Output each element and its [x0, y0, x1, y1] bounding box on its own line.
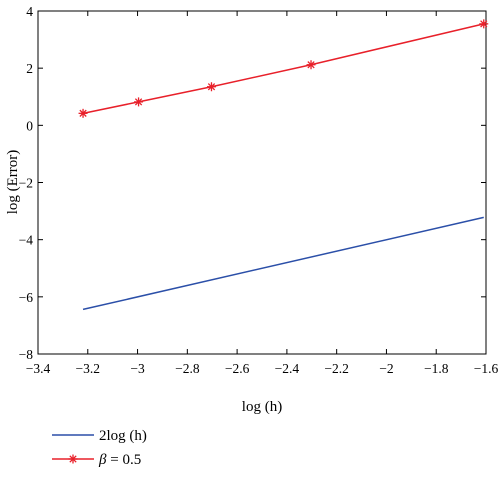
legend-beta-value: = 0.5: [106, 452, 141, 468]
x-tick-label: −3.2: [76, 361, 101, 376]
y-tick-label: 0: [26, 118, 33, 133]
x-tick-label: −2.4: [275, 361, 300, 376]
legend-label-2: β = 0.5: [98, 452, 141, 468]
y-axis-label: log (Error): [5, 150, 21, 215]
series-line-2: [82, 23, 484, 115]
plot-frame: [37, 10, 487, 355]
data-point-marker: [306, 60, 316, 70]
marker-stroke: [480, 20, 488, 28]
marker-stroke: [79, 109, 87, 117]
x-tick-label: −3.4: [26, 361, 51, 376]
y-tick-label: −6: [19, 290, 34, 305]
x-tick-label: −2.2: [324, 361, 349, 376]
legend-item-1: 2log (h): [52, 428, 147, 444]
legend-beta-symbol: β: [98, 452, 107, 468]
x-tick-label: −1.8: [424, 361, 449, 376]
x-tick-label: −2: [379, 361, 393, 376]
x-tick-label: −1.6: [474, 361, 499, 376]
data-point-marker: [134, 97, 144, 107]
legend-item-2: β = 0.5: [52, 452, 141, 468]
legend: 2log (h) β = 0.5: [52, 428, 147, 468]
y-tick-label: −2: [19, 176, 33, 191]
series-line-1: [82, 216, 484, 311]
marker-stroke: [134, 98, 143, 106]
data-point-marker: [206, 82, 216, 92]
legend-asterisk-marker: [68, 454, 78, 464]
marker-stroke: [307, 61, 315, 69]
y-tick-label: 2: [26, 61, 33, 76]
marker-stroke: [69, 455, 77, 463]
series-layer: [78, 19, 489, 311]
x-axis-label: log (h): [242, 399, 282, 415]
data-point-marker: [78, 108, 88, 118]
legend-label-1: 2log (h): [99, 428, 147, 444]
y-tick-label: −8: [19, 347, 34, 362]
marker-stroke: [207, 83, 216, 91]
data-point-marker: [479, 19, 489, 29]
legend-marker: [68, 454, 78, 464]
y-tick-label: 4: [26, 4, 33, 19]
ticks: −3.4 −3.2 −3 −2.8 −2.6 −2.4 −2.2 −2 −1.8 −1.6 −8 −6…: [19, 4, 499, 376]
x-tick-label: −3: [130, 361, 145, 376]
x-tick-label: −2.8: [175, 361, 200, 376]
y-tick-label: −4: [19, 233, 34, 248]
x-tick-label: −2.6: [225, 361, 250, 376]
